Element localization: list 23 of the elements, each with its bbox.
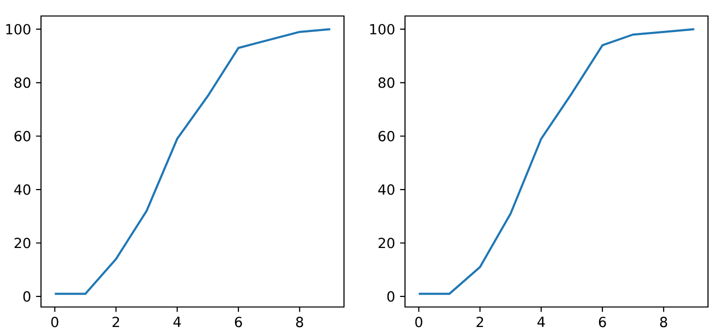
y-tick-label: 100 [370,24,394,34]
y-tick-label: 100 [6,24,30,34]
y-tick-label: 60 [378,130,394,142]
x-tick-label: 6 [598,316,606,328]
x-tick-label: 8 [296,316,304,328]
y-tick-label: 20 [378,238,394,248]
x-tick-label: 2 [476,316,484,328]
x-tick-label: 6 [234,316,242,328]
y-tick-label: 20 [14,238,30,248]
y-tick-label: 0 [387,291,394,302]
y-tick-label: 60 [14,130,30,142]
x-tick-label: 0 [415,316,422,328]
x-tick-label: 8 [660,316,668,328]
x-tick-label: 4 [173,316,181,327]
y-tick-label: 40 [14,184,30,195]
line-series [418,28,696,295]
y-tick-label: 40 [378,184,394,195]
x-tick-label: 0 [51,316,58,328]
y-tick-label: 0 [23,291,30,302]
x-tick-label: 4 [537,316,545,327]
y-tick-label: 80 [14,77,30,88]
x-tick-label: 2 [112,316,120,328]
y-tick-label: 80 [378,77,394,88]
